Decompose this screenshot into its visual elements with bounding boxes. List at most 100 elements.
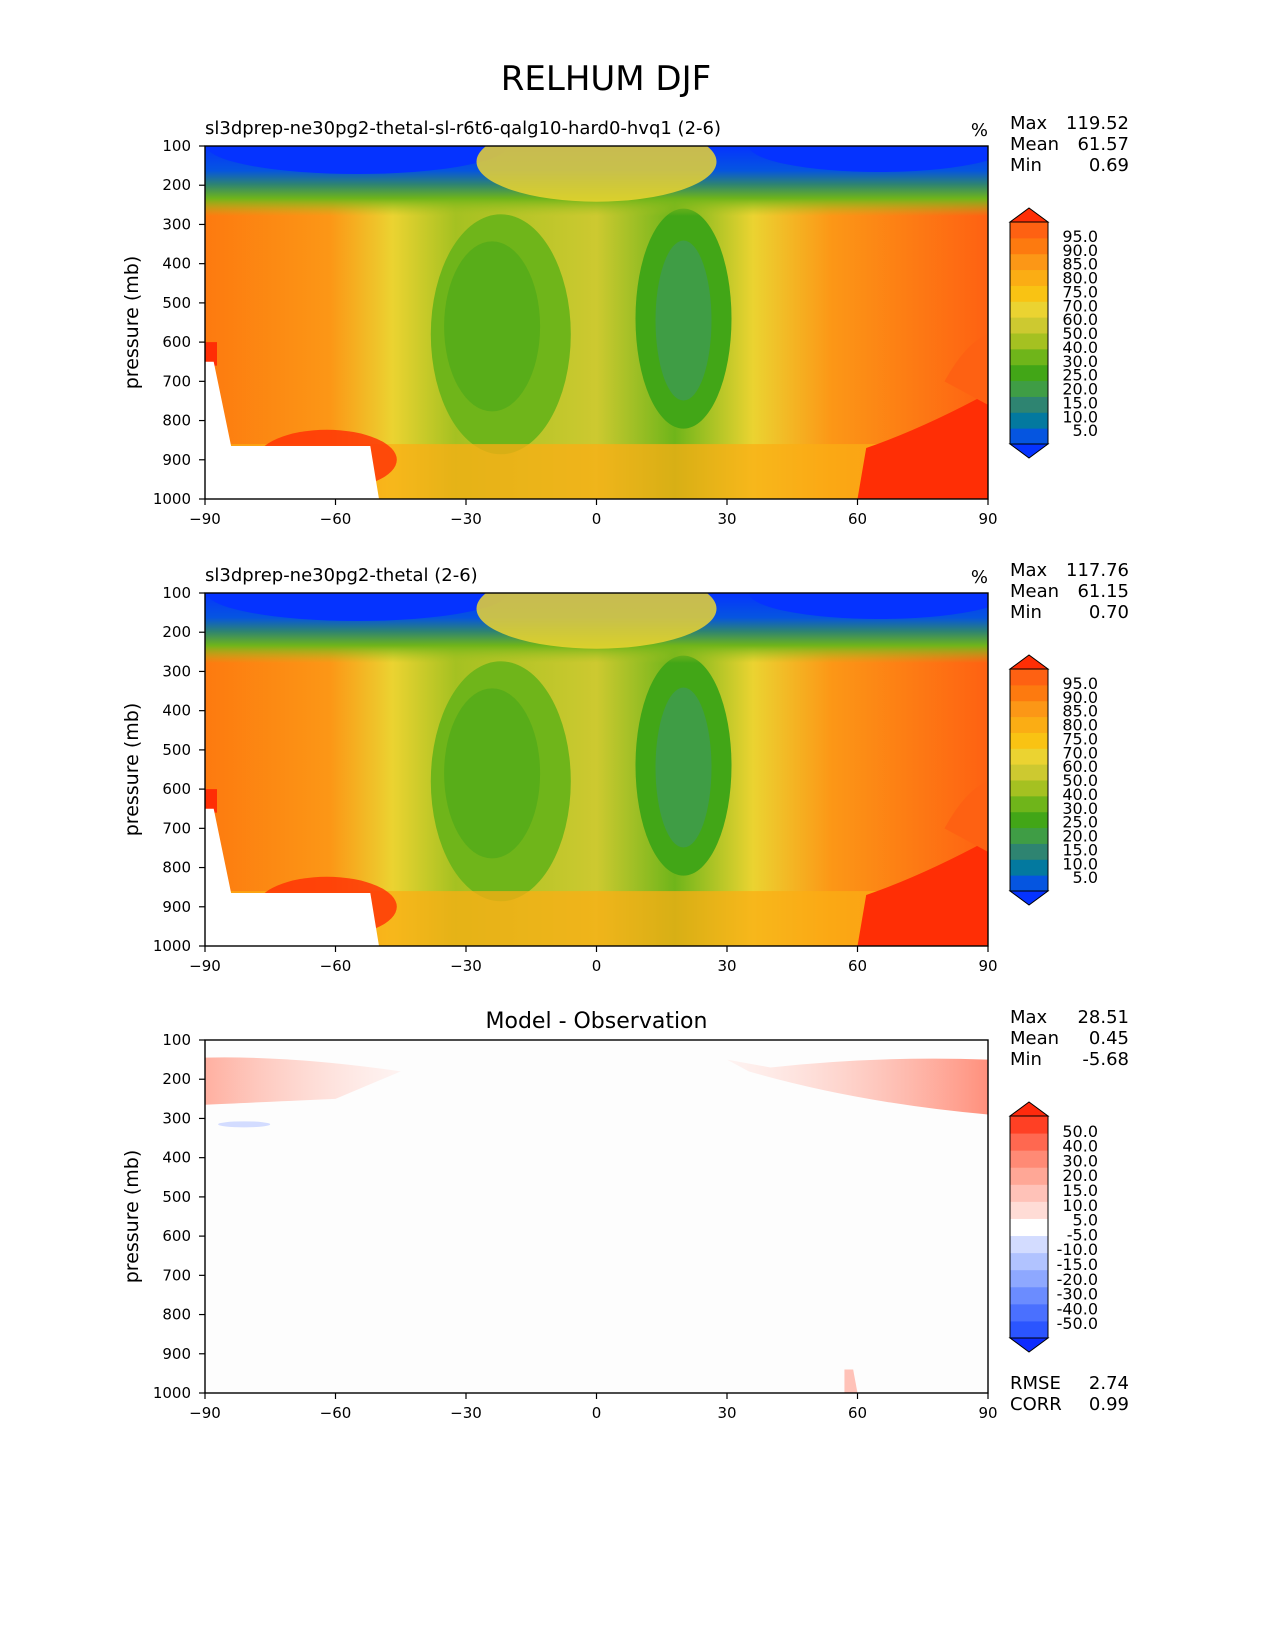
colorbar-bin	[1010, 253, 1048, 271]
stat-label: Mean	[1010, 134, 1059, 155]
colorbar-bin	[1010, 811, 1048, 829]
stat-value: 0.70	[1089, 602, 1129, 623]
colorbar-bin	[1010, 684, 1048, 702]
colorbar-bin	[1010, 333, 1048, 350]
colorbar-bin	[1010, 1303, 1048, 1322]
arctic-moist-zone	[857, 393, 988, 499]
colorbar-label: 50.0	[1062, 771, 1098, 790]
stat-label: Mean	[1010, 581, 1059, 602]
x-tick-label: −60	[320, 957, 352, 975]
negative-bias-patch	[218, 1121, 271, 1128]
colorbar-label: 15.0	[1062, 393, 1098, 412]
x-tick-label: 30	[717, 510, 736, 528]
x-tick-label: 60	[848, 957, 867, 975]
y-tick-label: 200	[162, 1070, 191, 1088]
colorbar-bin	[1010, 669, 1048, 686]
colorbar-bin	[1010, 1218, 1048, 1237]
stat-label: Min	[1010, 602, 1042, 623]
colorbar-bin	[1010, 859, 1048, 876]
colorbar-label: -30.0	[1057, 1285, 1098, 1304]
colorbar-label: 10.0	[1062, 1196, 1098, 1215]
figure-title: RELHUM DJF	[501, 59, 711, 99]
colorbar-bin	[1010, 317, 1048, 334]
stat-label: Min	[1010, 1049, 1042, 1070]
stratosphere-dry-north	[749, 593, 988, 619]
colorbar-bin	[1010, 748, 1048, 765]
stat-label: CORR	[1010, 1394, 1062, 1415]
x-tick-label: 60	[848, 510, 867, 528]
colorbar-label: 40.0	[1062, 1137, 1098, 1156]
x-tick-label: 90	[978, 510, 997, 528]
y-tick-label: 200	[162, 623, 191, 641]
stratosphere-dry-south	[207, 593, 508, 621]
y-tick-label: 800	[162, 412, 191, 430]
colorbar-label: 70.0	[1062, 743, 1098, 762]
y-tick-label: 800	[162, 859, 191, 877]
colorbar-label: 95.0	[1062, 674, 1098, 693]
colorbar-label: 30.0	[1062, 352, 1098, 371]
colorbar-bin	[1010, 237, 1048, 255]
positive-bias-south	[205, 1057, 401, 1105]
x-tick-label: 0	[592, 957, 602, 975]
colorbar: 5.010.015.020.025.030.040.050.060.070.07…	[1008, 207, 1098, 459]
stat-value: 61.57	[1077, 134, 1129, 155]
colorbar-extend-min	[1008, 890, 1050, 906]
x-tick-label: −60	[320, 1404, 352, 1422]
colorbar-label: 95.0	[1062, 227, 1098, 246]
x-tick-label: −30	[450, 1404, 482, 1422]
y-tick-label: 900	[162, 451, 191, 469]
x-tick-label: 30	[717, 957, 736, 975]
colorbar-bin	[1010, 364, 1048, 382]
colorbar-label: -10.0	[1057, 1240, 1098, 1259]
colorbar-bin	[1010, 380, 1048, 397]
stat-value: 0.99	[1089, 1394, 1129, 1415]
colorbar-bin	[1010, 1269, 1048, 1288]
colorbar-bin	[1010, 269, 1048, 286]
colorbar-bin	[1010, 1235, 1048, 1254]
y-tick-label: 500	[162, 741, 191, 759]
y-tick-label: 600	[162, 1227, 191, 1245]
x-tick-label: −90	[189, 957, 221, 975]
colorbar-label: 80.0	[1062, 716, 1098, 735]
x-tick-label: −90	[189, 1404, 221, 1422]
y-tick-label: 500	[162, 1188, 191, 1206]
colorbar-label: 40.0	[1062, 785, 1098, 804]
colorbar-bin	[1010, 1167, 1048, 1185]
y-tick-label: 900	[162, 898, 191, 916]
y-tick-label: 400	[162, 702, 191, 720]
colorbar-bin	[1010, 716, 1048, 733]
stat-value: 28.51	[1077, 1007, 1129, 1028]
colorbar-extend-min	[1008, 443, 1050, 459]
colorbar-extend-max	[1008, 654, 1050, 670]
contour-field	[205, 1040, 988, 1393]
y-tick-label: 900	[162, 1345, 191, 1363]
arctic-moist-zone	[857, 840, 988, 946]
colorbar-bin	[1010, 1116, 1048, 1134]
y-tick-label: 100	[162, 1031, 191, 1049]
colorbar-label: -5.0	[1067, 1225, 1098, 1244]
y-tick-label: 500	[162, 294, 191, 312]
stat-label: Max	[1010, 560, 1048, 581]
y-tick-label: 200	[162, 176, 191, 194]
colorbar-label: 25.0	[1062, 366, 1098, 385]
colorbar-label: 20.0	[1062, 827, 1098, 846]
contour-field	[205, 593, 988, 946]
colorbar-bin	[1010, 1286, 1048, 1305]
colorbar-bin	[1010, 795, 1048, 813]
colorbar-label: 15.0	[1062, 1181, 1098, 1200]
stat-label: RMSE	[1010, 1373, 1061, 1394]
colorbar-label: 25.0	[1062, 813, 1098, 832]
colorbar-bin	[1010, 1252, 1048, 1271]
colorbar-extend-max	[1008, 207, 1050, 223]
x-tick-label: 90	[978, 957, 997, 975]
units-label: %	[971, 120, 988, 141]
positive-bias-north	[727, 1058, 988, 1115]
colorbar-bin	[1010, 1201, 1048, 1219]
colorbar-bin	[1010, 764, 1048, 781]
colorbar-bin	[1010, 780, 1048, 797]
x-tick-label: −30	[450, 957, 482, 975]
stat-value: 2.74	[1089, 1373, 1129, 1394]
colorbar-bin	[1010, 1133, 1048, 1151]
y-tick-label: 700	[162, 372, 191, 390]
colorbar-label: 90.0	[1062, 688, 1098, 707]
